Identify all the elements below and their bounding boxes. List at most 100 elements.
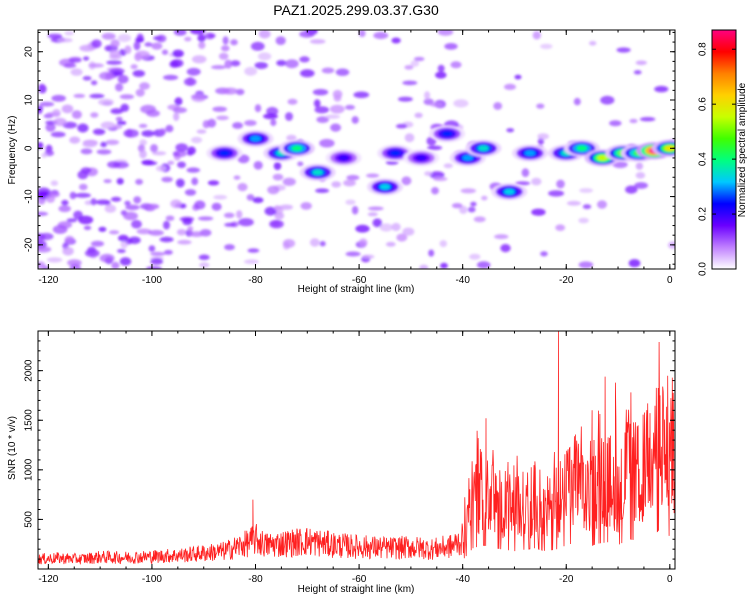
noise-patch [197, 34, 206, 42]
noise-patch [38, 233, 46, 242]
noise-patch [108, 230, 120, 235]
noise-patch [46, 257, 63, 263]
noise-patch [196, 129, 207, 134]
noise-patch [450, 61, 462, 69]
noise-patch [355, 224, 370, 233]
signal-blob [503, 188, 515, 195]
noise-patch [84, 249, 100, 258]
noise-patch [211, 65, 227, 70]
noise-patch [423, 98, 434, 106]
noise-patch [119, 257, 132, 266]
noise-patch [273, 205, 282, 212]
noise-patch [500, 244, 511, 253]
noise-patch [148, 229, 165, 236]
noise-patch [254, 104, 262, 113]
noise-patch [52, 225, 68, 234]
noise-patch [202, 120, 210, 129]
noise-patch [58, 205, 71, 213]
noise-patch [173, 112, 180, 121]
noise-patch [135, 88, 145, 97]
snr-series-line [38, 331, 675, 565]
noise-patch [135, 50, 150, 60]
noise-patch [453, 99, 469, 108]
noise-patch [330, 123, 342, 132]
noise-patch [351, 205, 359, 215]
noise-patch [175, 143, 188, 152]
noise-patch [91, 39, 102, 48]
noise-patch [74, 192, 91, 198]
noise-patch [235, 88, 245, 96]
noise-patch [345, 199, 356, 205]
noise-patch [117, 74, 129, 84]
noise-patch [186, 167, 201, 173]
noise-patch [578, 217, 589, 224]
noise-patch [273, 162, 282, 171]
noise-patch [116, 120, 127, 126]
noise-patch [579, 188, 593, 193]
noise-patch [110, 196, 122, 202]
noise-patch [156, 34, 167, 43]
noise-patch [133, 41, 141, 51]
noise-patch [69, 136, 81, 144]
noise-patch [41, 153, 48, 158]
noise-patch [264, 206, 277, 216]
noise-patch [101, 32, 116, 40]
noise-patch [100, 121, 116, 130]
noise-patch [66, 218, 78, 223]
noise-patch [285, 112, 293, 121]
noise-patch [429, 102, 443, 107]
noise-patch [130, 64, 138, 70]
x-tick-label: -100 [142, 275, 162, 286]
signal-blob [576, 145, 588, 152]
noise-patch [272, 173, 284, 181]
noise-patch [428, 249, 435, 257]
noise-patch [96, 149, 112, 155]
noise-patch [282, 239, 296, 248]
colorbar-tick-label: 0.4 [698, 152, 709, 166]
noise-patch [424, 171, 432, 177]
spectrogram-frame [37, 29, 676, 270]
noise-patch [361, 254, 375, 259]
noise-patch [358, 238, 368, 247]
noise-patch [79, 183, 88, 191]
noise-patch [316, 116, 330, 123]
spectrogram-x-axis: -120 -100 -80 -60 -40 -20 0 [38, 30, 673, 286]
noise-patch [635, 172, 646, 179]
noise-patch [88, 63, 104, 68]
noise-patch [625, 185, 638, 194]
noise-patch [111, 261, 120, 269]
noise-patch [373, 31, 389, 40]
noise-patch [635, 162, 644, 170]
noise-patch [38, 83, 46, 91]
noise-patch [589, 41, 597, 46]
noise-patch [315, 188, 329, 193]
noise-patch [90, 80, 98, 86]
noise-patch [285, 59, 299, 69]
noise-patch [116, 178, 124, 185]
noise-patch [38, 211, 49, 216]
y-tick-label: 1500 [24, 409, 35, 432]
noise-patch [236, 210, 243, 219]
noise-patch [144, 42, 153, 47]
noise-patch [410, 60, 420, 67]
noise-patch [78, 215, 94, 225]
x-tick-label: -100 [142, 574, 162, 585]
noise-patch [540, 251, 548, 257]
noise-patch [639, 117, 656, 122]
noise-patch [312, 89, 329, 96]
noise-patch [150, 258, 164, 265]
noise-patch [473, 216, 486, 223]
noise-patch [437, 64, 445, 73]
noise-patch [419, 264, 429, 269]
noise-patch [90, 198, 97, 206]
x-tick-label: -40 [455, 275, 470, 286]
noise-patch [139, 82, 150, 90]
noise-patch [151, 42, 163, 50]
noise-patch [48, 191, 60, 198]
noise-patch [504, 83, 516, 90]
noise-patch [451, 203, 463, 209]
noise-patch [190, 30, 206, 35]
signal-blob [664, 145, 675, 152]
noise-patch [540, 43, 553, 50]
snr-y-axis: 500 1000 1500 2000 [24, 330, 675, 570]
